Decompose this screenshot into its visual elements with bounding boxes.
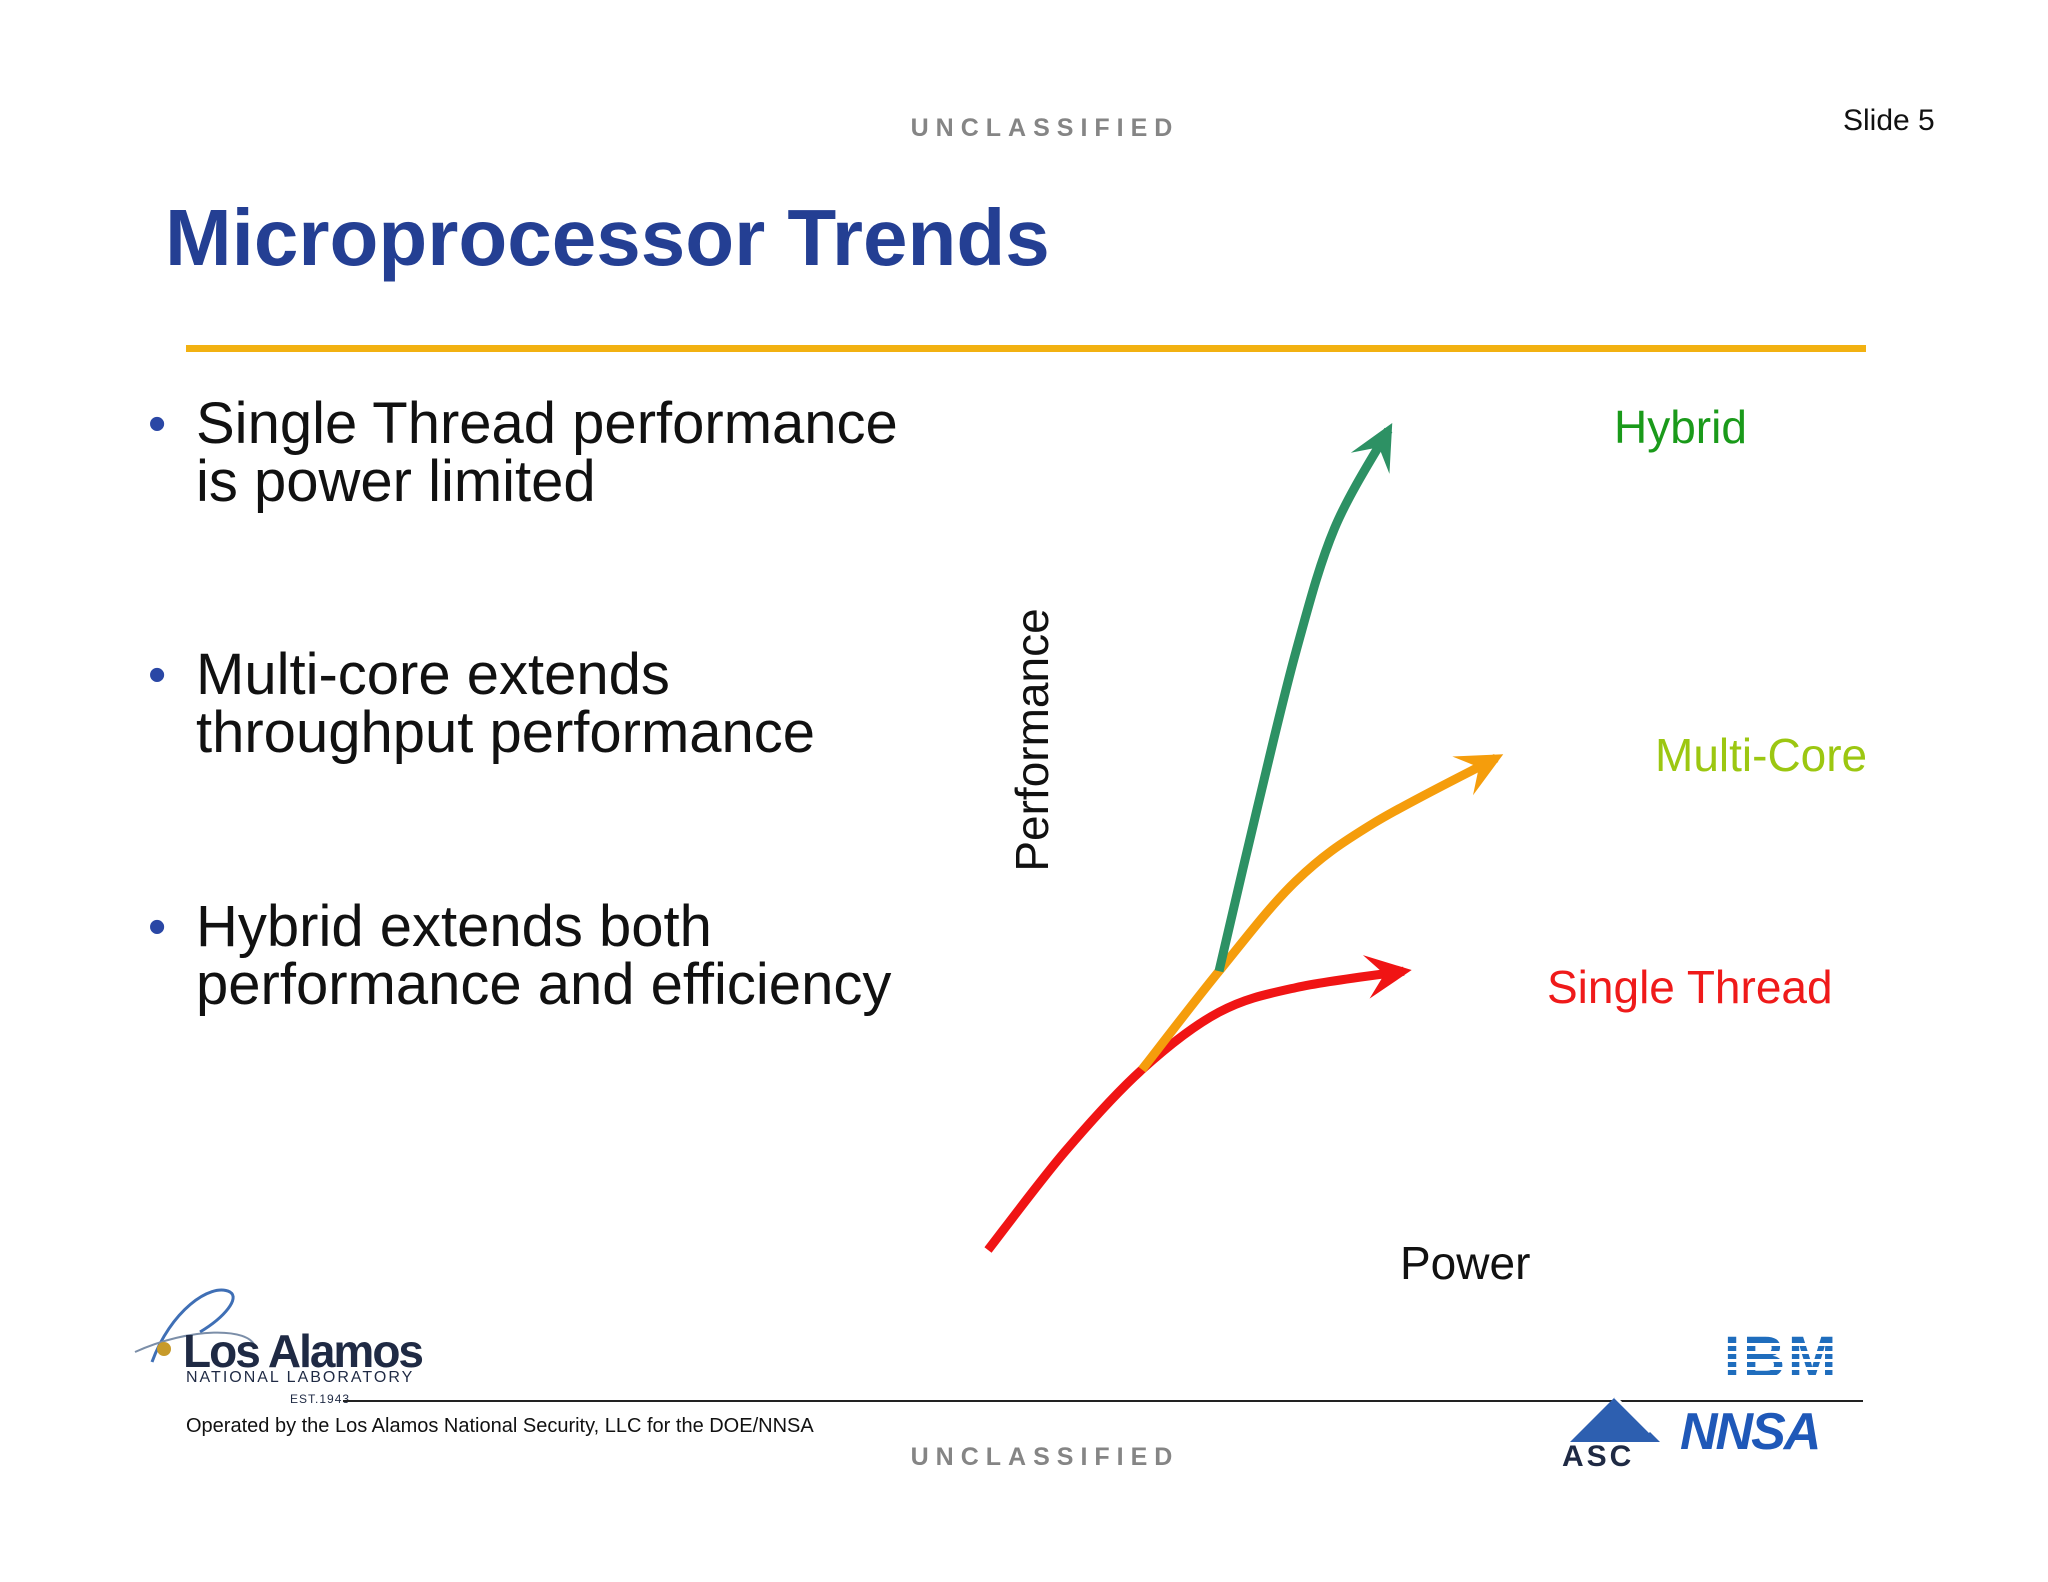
bullet-dot-icon: • [148,395,167,453]
lanl-logo-est: EST.1943 [290,1392,351,1406]
ibm-logo-stripes [1722,1338,1852,1390]
arrowhead-hybrid [1350,422,1393,474]
nnsa-logo: NNSA [1680,1403,1821,1461]
bullet-dot-icon: • [148,646,167,704]
series-label-single-thread: Single Thread [1547,961,1833,1013]
classification-footer: UNCLASSIFIED [910,1443,1180,1471]
series-line-single-thread [984,966,1405,1253]
series-label-hybrid: Hybrid [1614,401,1747,453]
arrowhead-single-thread [1362,955,1412,999]
slide-title: Microprocessor Trends [165,193,1050,282]
slide-number: Slide 5 [1843,104,1935,137]
operated-by-text: Operated by the Los Alamos National Secu… [186,1415,814,1437]
footer-divider [343,1400,1863,1402]
title-underline [186,345,1866,352]
arrowhead-multi-core [1452,754,1504,796]
bullet-text: Single Thread performance is power limit… [196,391,898,514]
series-line-hybrid [1214,427,1393,973]
y-axis-label: Performance [1006,608,1058,872]
asc-logo-text: ASC [1562,1440,1635,1473]
asc-logo-icon [1570,1395,1660,1442]
bullet-text: Multi-core extends throughput performanc… [196,642,816,765]
los-alamos-logo-icon [134,1288,256,1363]
lanl-logo-name: Los Alamos [183,1325,424,1377]
bullet-text: Hybrid extends both performance and effi… [196,894,892,1017]
lanl-logo-subtitle: NATIONAL LABORATORY [186,1369,415,1386]
series-label-multi-core: Multi-Core [1655,729,1868,781]
bullet-dot-icon: • [148,898,167,956]
series-line-multi-core [1138,754,1499,1073]
classification-header: UNCLASSIFIED [910,114,1180,142]
x-axis-label: Power [1400,1237,1531,1289]
